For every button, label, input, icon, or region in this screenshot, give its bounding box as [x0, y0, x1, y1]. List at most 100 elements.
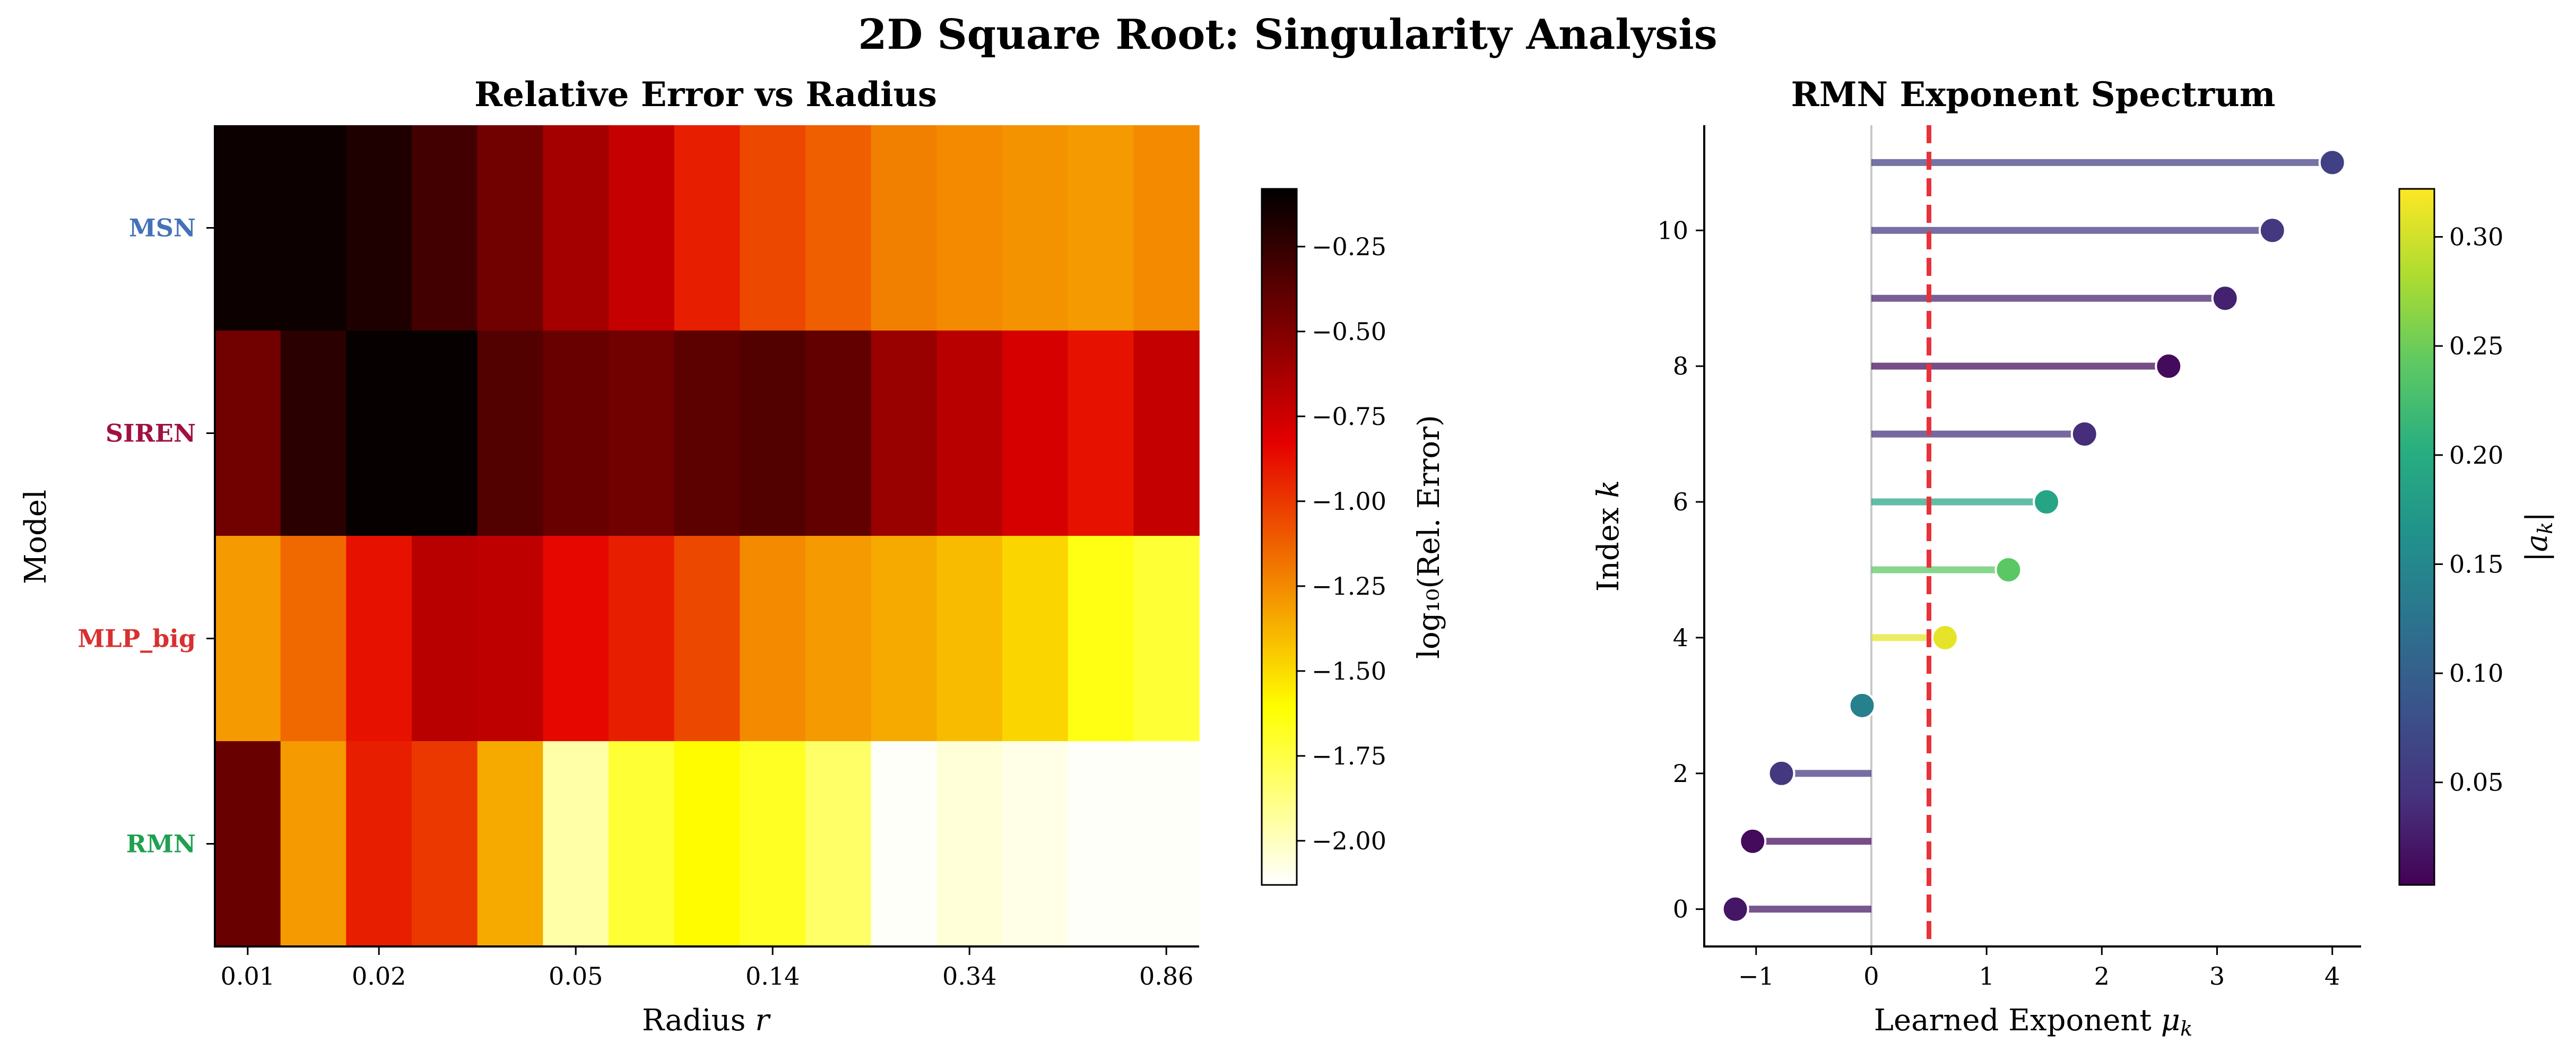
spectrum-colorbar-tick-label: 0.15	[2449, 550, 2503, 578]
heatmap-cell	[346, 125, 412, 331]
heatmap-cell	[477, 331, 544, 536]
heatmap-cell	[215, 125, 281, 331]
heatmap-cell	[1068, 536, 1134, 742]
heatmap-colorbar-tick-label: −1.25	[1312, 572, 1386, 601]
heatmap-cell	[1133, 125, 1200, 331]
spectrum-y-tick-label: 2	[1673, 759, 1688, 788]
heatmap-cell	[280, 741, 347, 947]
exponent-point	[2070, 420, 2098, 448]
heatmap-cell	[346, 536, 412, 742]
spectrum-stems	[1735, 159, 2332, 913]
heatmap-colorbar	[1261, 188, 1298, 886]
exponent-point	[2211, 284, 2239, 312]
heatmap-colorbar-tick-label: −0.50	[1312, 317, 1386, 346]
heatmap-x-tick-label: 0.86	[1139, 962, 1193, 991]
heatmap-cell	[936, 331, 1003, 536]
heatmap-colorbar-tick-label: −1.50	[1312, 657, 1386, 685]
heatmap-cell	[740, 741, 806, 947]
heatmap-cell	[412, 125, 478, 331]
heatmap-cell	[412, 536, 478, 742]
heatmap-cell	[805, 331, 872, 536]
spectrum-panel: RMN Exponent Spectrum −1 0 1 2 3 4 0 2 4 6 8 10 Le…	[1591, 75, 2557, 1040]
exponent-point	[1931, 623, 1959, 651]
spectrum-colorbar-label: |ak|	[2520, 512, 2557, 562]
heatmap-cell	[936, 125, 1003, 331]
exponent-point	[1739, 827, 1767, 855]
heatmap-cell	[1002, 331, 1069, 536]
spectrum-colorbar-tick-label: 0.30	[2449, 222, 2503, 251]
heatmap-cell	[871, 331, 938, 536]
heatmap-cell	[1068, 331, 1134, 536]
exponent-point	[1848, 691, 1876, 719]
heatmap-cell	[871, 741, 938, 947]
spectrum-colorbar-tick-label: 0.20	[2449, 441, 2503, 470]
heatmap-cell	[936, 741, 1003, 947]
heatmap-cell	[805, 125, 872, 331]
heatmap-panel: Relative Error vs Radius MSN SIREN MLP_big…	[19, 75, 1446, 1038]
exponent-point	[1994, 555, 2023, 584]
heatmap-cell	[805, 741, 872, 947]
spectrum-title: RMN Exponent Spectrum	[1791, 75, 2276, 115]
heatmap-colorbar-label: log₁₀(Rel. Error)	[1412, 415, 1446, 659]
spectrum-x-tick-label: 0	[1863, 962, 1879, 991]
heatmap-cell	[674, 741, 741, 947]
heatmap-cell	[215, 536, 281, 742]
spectrum-y-tick-label: 0	[1673, 895, 1688, 924]
heatmap-colorbar-tick-label: −2.00	[1312, 827, 1386, 855]
spectrum-colorbar-tick-label: 0.05	[2449, 768, 2503, 797]
spectrum-y-tick-label: 6	[1673, 488, 1688, 516]
heatmap-cell	[215, 331, 281, 536]
heatmap-x-tick-label: 0.01	[221, 962, 275, 991]
heatmap-cell	[609, 741, 675, 947]
heatmap-colorbar-tick-label: −0.25	[1312, 232, 1386, 261]
exponent-point	[1721, 895, 1749, 923]
heatmap-x-tick-label: 0.34	[942, 962, 996, 991]
heatmap-cell	[609, 536, 675, 742]
heatmap-cells	[215, 125, 1200, 947]
heatmap-cell	[412, 331, 478, 536]
heatmap-cell	[412, 741, 478, 947]
heatmap-row-label: SIREN	[106, 419, 196, 448]
heatmap-x-tick-label: 0.14	[745, 962, 800, 991]
heatmap-cell	[1002, 125, 1069, 331]
spectrum-x-tick-label: 1	[1979, 962, 1994, 991]
heatmap-cell	[477, 741, 544, 947]
exponent-point	[2318, 149, 2346, 177]
heatmap-cell	[543, 741, 609, 947]
heatmap-row-label: MLP_big	[77, 624, 196, 653]
heatmap-cell	[1002, 741, 1069, 947]
spectrum-x-tick-label: 4	[2325, 962, 2340, 991]
heatmap-y-axis-label: Model	[19, 490, 53, 584]
heatmap-x-ticks: 0.01 0.02 0.05 0.14 0.34 0.86	[221, 946, 1193, 991]
spectrum-colorbar-tick-label: 0.10	[2449, 659, 2503, 688]
heatmap-cell	[346, 741, 412, 947]
heatmap-cell	[477, 125, 544, 331]
heatmap-row-label: MSN	[129, 214, 196, 242]
heatmap-colorbar-tick-label: −1.75	[1312, 742, 1386, 770]
figure-title: 2D Square Root: Singularity Analysis	[858, 11, 1717, 59]
exponent-point	[2033, 488, 2061, 516]
heatmap-cell	[609, 331, 675, 536]
heatmap-cell	[740, 536, 806, 742]
heatmap-row-labels: MSN SIREN MLP_big RMN	[77, 214, 215, 858]
heatmap-cell	[871, 125, 938, 331]
spectrum-y-tick-label: 10	[1657, 216, 1688, 245]
heatmap-cell	[936, 536, 1003, 742]
heatmap-colorbar-ticks: −0.25 −0.50 −0.75 −1.00 −1.25 −1.50 −1.75 −2.00	[1297, 232, 1386, 855]
exponent-point	[2258, 216, 2286, 245]
heatmap-cell	[1002, 536, 1069, 742]
heatmap-cell	[674, 125, 741, 331]
heatmap-cell	[740, 331, 806, 536]
spectrum-y-ticks: 0 2 4 6 8 10	[1657, 216, 1704, 924]
heatmap-cell	[1133, 536, 1200, 742]
heatmap-x-axis-label: Radius r	[642, 1003, 771, 1038]
spectrum-x-ticks: −1 0 1 2 3 4	[1738, 946, 2340, 991]
heatmap-cell	[215, 741, 281, 947]
heatmap-row-label: RMN	[126, 830, 196, 858]
heatmap-cell	[477, 536, 544, 742]
heatmap-cell	[543, 536, 609, 742]
heatmap-cell	[543, 125, 609, 331]
heatmap-cell	[280, 125, 347, 331]
heatmap-cell	[1068, 125, 1134, 331]
exponent-point	[2155, 352, 2183, 380]
